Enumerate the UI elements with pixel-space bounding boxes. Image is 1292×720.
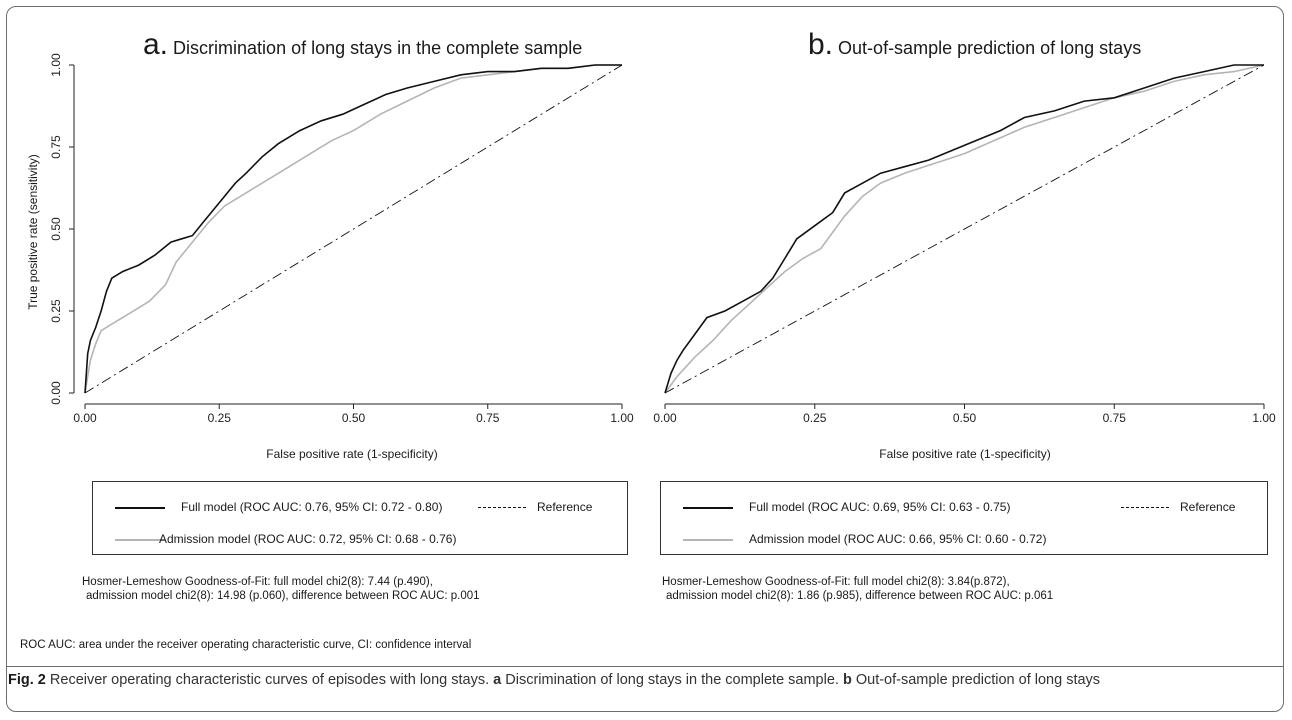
panel-b-note-line-1: Hosmer-Lemeshow Goodness-of-Fit: full mo…	[662, 576, 1010, 588]
caption-a-text: Discrimination of long stays in the comp…	[501, 672, 843, 688]
figure-number: Fig. 2	[8, 672, 46, 688]
panel-b-hosmer-lemeshow-note: Hosmer-Lemeshow Goodness-of-Fit: full mo…	[662, 575, 1053, 603]
legend-admission-model-swatch	[683, 539, 733, 541]
panel-a-letter: a.	[143, 28, 169, 61]
panel-a-admission-model-curve	[84, 64, 622, 394]
abbreviation-note: ROC AUC: area under the receiver operati…	[20, 639, 472, 651]
x-tick-label: 0.00	[653, 411, 677, 425]
x-tick-label: 0.25	[208, 411, 232, 425]
legend-admission-model-label: Admission model (ROC AUC: 0.66, 95% CI: …	[749, 532, 1047, 546]
legend-full-model-label: Full model (ROC AUC: 0.76, 95% CI: 0.72 …	[181, 500, 443, 514]
y-tick-label: 0.25	[49, 299, 63, 323]
panel-a-x-axis-label: False positive rate (1-specificity)	[266, 447, 438, 461]
legend-admission-model-label: Admission model (ROC AUC: 0.72, 95% CI: …	[159, 532, 457, 546]
panel-b-note-line-2: admission model chi2(8): 1.86 (p.985), d…	[666, 590, 1054, 602]
y-tick-label: 1.00	[49, 53, 63, 77]
figure-caption: Fig. 2 Receiver operating characteristic…	[8, 669, 1278, 691]
panel-a-title-text: Discrimination of long stays in the comp…	[173, 38, 583, 58]
legend-admission-model-swatch	[115, 539, 165, 541]
x-tick-label: 0.00	[73, 411, 97, 425]
panel-a-full-model-curve	[84, 64, 622, 394]
x-tick-label: 1.00	[610, 411, 634, 425]
panel-b-x-axis-label: False positive rate (1-specificity)	[879, 447, 1051, 461]
panel-a-reference-line	[84, 64, 623, 394]
caption-separator	[6, 666, 1284, 667]
legend-full-model-swatch	[115, 507, 165, 509]
x-tick-label: 0.75	[476, 411, 500, 425]
panel-b-title: b. Out-of-sample prediction of long stay…	[808, 28, 1141, 62]
caption-a-label: a	[493, 672, 502, 688]
panel-b-legend: Full model (ROC AUC: 0.69, 95% CI: 0.63 …	[660, 481, 1268, 555]
panel-a-title: a. Discrimination of long stays in the c…	[143, 28, 582, 62]
panel-b-roc-chart: 0.00 0.25 0.50 0.75 1.00	[653, 64, 1276, 425]
panel-b-full-model-curve	[664, 64, 1264, 394]
panel-b-letter: b.	[808, 28, 834, 61]
caption-b-text: Out-of-sample prediction of long stays	[851, 672, 1101, 688]
panel-b-reference-line	[664, 64, 1265, 394]
y-tick-label: 0.50	[49, 217, 63, 241]
legend-reference-swatch	[478, 507, 526, 508]
x-tick-label: 0.75	[1103, 411, 1127, 425]
legend-reference-label: Reference	[537, 500, 593, 514]
panel-a-note-line-2: admission model chi2(8): 14.98 (p.060), …	[86, 590, 480, 602]
panel-a-note-line-1: Hosmer-Lemeshow Goodness-of-Fit: full mo…	[82, 576, 433, 588]
y-tick-label: 0.00	[49, 381, 63, 405]
panel-a-hosmer-lemeshow-note: Hosmer-Lemeshow Goodness-of-Fit: full mo…	[82, 575, 480, 603]
panel-b-title-text: Out-of-sample prediction of long stays	[838, 38, 1142, 58]
legend-reference-label: Reference	[1180, 500, 1236, 514]
panel-a-roc-chart: 0.00 0.25 0.50 0.75 1.00 0.00 0.25 0.50 0.75 1.00	[49, 53, 634, 425]
legend-full-model-label: Full model (ROC AUC: 0.69, 95% CI: 0.63 …	[749, 500, 1011, 514]
panel-b-admission-model-curve	[664, 64, 1265, 394]
x-tick-label: 0.50	[953, 411, 977, 425]
panel-a-y-axis-label: True positive rate (sensitivity)	[26, 154, 40, 310]
x-tick-label: 0.25	[803, 411, 827, 425]
caption-b-label: b	[842, 672, 852, 688]
y-tick-label: 0.75	[49, 135, 63, 159]
figure-frame	[6, 6, 1284, 712]
panel-a-legend: Full model (ROC AUC: 0.76, 95% CI: 0.72 …	[92, 481, 628, 555]
x-tick-label: 1.00	[1252, 411, 1276, 425]
legend-reference-swatch	[1121, 507, 1169, 508]
x-tick-label: 0.50	[342, 411, 366, 425]
legend-full-model-swatch	[683, 507, 733, 509]
caption-text: Receiver operating characteristic curves…	[45, 672, 494, 688]
